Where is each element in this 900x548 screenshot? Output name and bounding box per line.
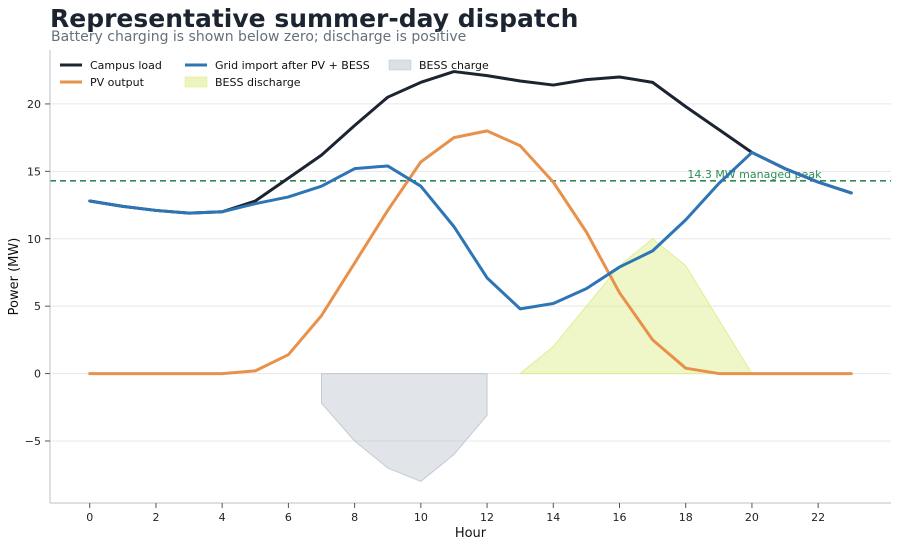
x-tick-label: 0 [86, 511, 93, 524]
legend-label-grid-import-after-pv-bess: Grid import after PV + BESS [215, 59, 370, 72]
x-tick-label: 12 [480, 511, 494, 524]
legend: Campus load PV output Grid import after PV… [60, 59, 489, 89]
legend-label-bess-discharge: BESS discharge [215, 76, 301, 89]
y-tick-label: 20 [27, 98, 41, 111]
x-tick-label: 4 [219, 511, 226, 524]
legend-label-campus-load: Campus load [90, 59, 162, 72]
x-tick-label: 14 [546, 511, 560, 524]
line-series [88, 70, 853, 376]
legend-label-bess-charge: BESS charge [419, 59, 489, 72]
x-tick-label: 22 [811, 511, 825, 524]
y-tick-label: 10 [27, 233, 41, 246]
x-axis-title: Hour [455, 526, 487, 541]
bess-charge-area [321, 373, 488, 483]
x-tick-label: 18 [679, 511, 693, 524]
y-tick-label: 0 [34, 368, 41, 381]
y-tick-label: 15 [27, 165, 41, 178]
y-tick-label: −5 [25, 435, 41, 448]
pv-output-line [88, 129, 853, 376]
legend-label-pv-output: PV output [90, 76, 145, 89]
legend-swatch-bess-discharge [184, 76, 208, 88]
legend-swatch-bess-charge [388, 59, 412, 71]
reference-line-group: 14.3 MW managed peak [50, 168, 891, 182]
x-tick-label: 2 [152, 511, 159, 524]
x-tick-label: 8 [351, 511, 358, 524]
x-tick-label: 16 [612, 511, 626, 524]
chart-title: Representative summer-day dispatch [50, 4, 579, 33]
campus-load-line [88, 70, 853, 215]
grid-import-after-pv-bess-line [88, 150, 853, 311]
area-series [321, 238, 753, 483]
chart-subtitle: Battery charging is shown below zero; di… [51, 29, 467, 45]
bess-discharge-area [518, 238, 753, 375]
y-tick-label: 5 [34, 300, 41, 313]
x-tick-label: 10 [414, 511, 428, 524]
y-axis-title: Power (MW) [7, 238, 22, 316]
x-tick-label: 6 [285, 511, 292, 524]
x-tick-label: 20 [745, 511, 759, 524]
axes: 0 2 4 6 8 10 12 14 16 18 20 22 −5 0 5 10 15 20 Hour Power (… [7, 50, 891, 541]
